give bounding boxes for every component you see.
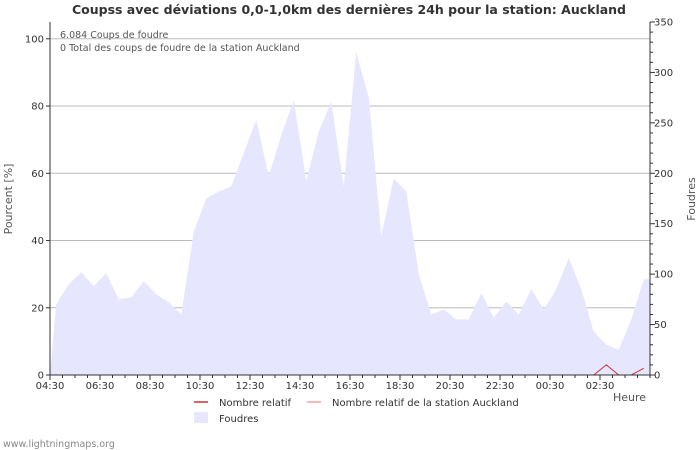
x-tick-label: 12:30 (236, 381, 265, 392)
area-series (50, 52, 650, 375)
x-tick-label: 22:30 (486, 381, 515, 392)
y-right-tick-label: 100 (654, 270, 673, 281)
info-line-2: 0 Total des coups de foudre de la statio… (60, 43, 300, 54)
y-left-label: Pourcent [%] (2, 164, 15, 235)
legend-label-nombre-relatif-station: Nombre relatif de la station Auckland (332, 398, 519, 409)
x-tick-label: 14:30 (286, 381, 315, 392)
x-tick-labels: 04:30 06:30 08:30 10:30 12:30 14:30 16:30 18:30… (36, 381, 615, 392)
legend-label-foudres: Foudres (219, 414, 258, 425)
area-foudres (50, 52, 650, 375)
y-right-tick-label: 350 (654, 18, 673, 29)
legend-swatch-foudres (194, 412, 208, 423)
y-left-tick-labels: 0 20 40 60 80 100 (25, 34, 44, 381)
y-right-tick-label: 150 (654, 219, 673, 230)
x-tick-label: 20:30 (436, 381, 465, 392)
x-tick-label: 10:30 (186, 381, 215, 392)
y-right-tick-label: 300 (654, 68, 673, 79)
y-right-tick-label: 250 (654, 118, 673, 129)
y-left-tick-label: 100 (25, 34, 44, 45)
y-left-tick-label: 60 (31, 169, 44, 180)
x-tick-label: 00:30 (536, 381, 565, 392)
y-right-tick-labels: 0 50 100 150 200 250 300 350 (654, 18, 673, 382)
x-tick-label: 04:30 (36, 381, 65, 392)
footer-credit: www.lightningmaps.org (3, 439, 115, 450)
x-tick-label: 18:30 (386, 381, 415, 392)
legend: Nombre relatif Nombre relatif de la stat… (194, 398, 519, 425)
y-right-tick-label: 200 (654, 169, 673, 180)
y-right-tick-label: 0 (654, 371, 660, 382)
x-tick-label: 06:30 (86, 381, 115, 392)
x-axis-label: Heure (613, 391, 646, 404)
x-tick-label: 08:30 (136, 381, 165, 392)
y-right-tick-label: 50 (654, 320, 667, 331)
y-right-label: Foudres (685, 177, 698, 221)
x-tick-label: 02:30 (586, 381, 615, 392)
y-left-tick-label: 20 (31, 303, 44, 314)
y-left-tick-label: 80 (31, 102, 44, 113)
chart-title: Coupss avec déviations 0,0-1,0km des der… (72, 2, 626, 17)
x-tick-label: 16:30 (336, 381, 365, 392)
y-left-tick-label: 40 (31, 236, 44, 247)
legend-label-nombre-relatif: Nombre relatif (219, 398, 292, 409)
y-left-tick-label: 0 (38, 371, 44, 382)
axes (46, 21, 655, 380)
info-line-1: 6.084 Coups de foudre (60, 30, 168, 41)
